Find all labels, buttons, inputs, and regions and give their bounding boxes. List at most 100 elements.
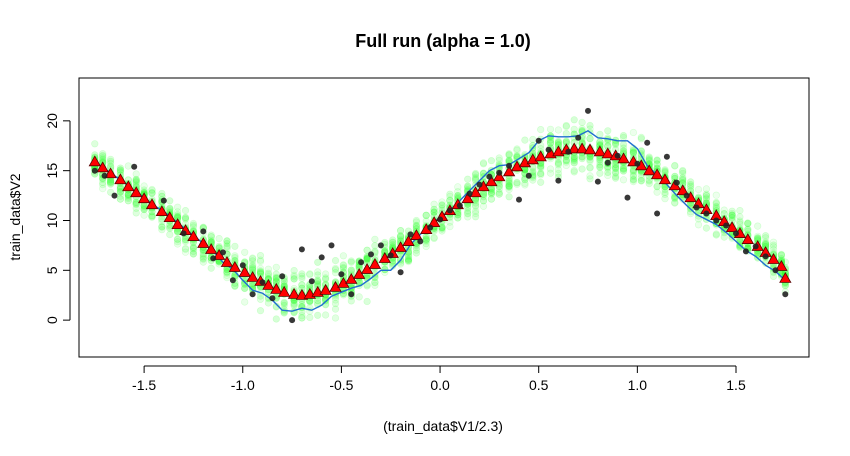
band-point — [223, 245, 231, 253]
band-point — [645, 156, 653, 164]
band-point — [116, 164, 124, 172]
chart-title: Full run (alpha = 1.0) — [355, 31, 531, 51]
band-point — [537, 171, 545, 179]
band-point — [744, 226, 752, 234]
data-point — [338, 271, 345, 278]
band-point — [505, 182, 513, 190]
band-point — [272, 274, 280, 283]
band-point — [339, 261, 348, 270]
band-point — [505, 182, 513, 190]
data-point — [427, 224, 434, 231]
red-triangle-layer — [88, 142, 792, 300]
band-point — [487, 189, 496, 198]
band-point — [298, 314, 306, 322]
band-point — [412, 222, 421, 230]
band-point — [686, 210, 695, 218]
band-point — [702, 194, 711, 202]
data-point — [407, 231, 414, 238]
band-point — [521, 179, 529, 187]
band-point — [661, 188, 669, 197]
band-point — [404, 257, 413, 265]
band-point — [637, 176, 645, 184]
data-point — [516, 196, 522, 203]
band-point — [537, 126, 545, 134]
band-point — [256, 256, 265, 264]
band-point — [99, 185, 107, 193]
band-point — [554, 160, 563, 168]
band-point — [487, 190, 496, 198]
band-point — [505, 179, 513, 187]
band-point — [464, 207, 472, 215]
band-point — [322, 274, 330, 282]
band-point — [438, 201, 446, 209]
band-point — [702, 224, 711, 232]
band-point — [513, 146, 521, 154]
band-point — [116, 166, 124, 174]
band-point — [629, 167, 638, 175]
band-point — [290, 267, 298, 275]
band-point — [619, 132, 628, 140]
x-tick-label: 0.0 — [430, 377, 450, 393]
band-point — [562, 156, 570, 164]
band-point — [363, 254, 371, 262]
band-point — [132, 200, 140, 208]
data-point — [456, 202, 463, 209]
band-point — [728, 213, 736, 221]
triangle-point — [642, 164, 656, 176]
band-point — [314, 268, 322, 276]
band-point — [280, 298, 288, 306]
band-point — [231, 282, 239, 290]
band-point — [189, 243, 197, 251]
band-point — [430, 234, 438, 242]
band-point — [472, 209, 480, 218]
data-point — [683, 192, 690, 199]
band-point — [629, 146, 638, 154]
band-point — [454, 188, 462, 196]
triangle-point — [617, 152, 630, 164]
band-point — [661, 190, 669, 198]
data-point — [713, 217, 720, 224]
band-point — [189, 247, 197, 255]
band-point — [611, 141, 620, 149]
band-point — [637, 177, 645, 185]
band-point — [148, 188, 156, 197]
band-point — [464, 210, 472, 218]
band-point — [629, 147, 638, 155]
band-point — [280, 299, 288, 307]
band-point — [596, 158, 604, 166]
band-point — [578, 118, 586, 126]
band-point — [487, 195, 496, 203]
band-point — [653, 188, 661, 196]
band-point — [422, 235, 430, 243]
band-point — [712, 231, 720, 239]
band-point — [472, 175, 480, 184]
band-point — [148, 186, 156, 194]
band-point — [223, 237, 231, 245]
band-point — [306, 271, 314, 279]
band-point — [148, 185, 156, 194]
band-point — [174, 235, 182, 243]
data-point — [259, 279, 266, 286]
band-point — [611, 174, 620, 182]
triangle-point — [593, 145, 607, 157]
band-point — [464, 184, 472, 192]
band-point — [537, 163, 545, 171]
band-point — [158, 223, 166, 231]
band-point — [199, 258, 207, 266]
band-point — [215, 235, 223, 243]
band-point — [174, 240, 182, 248]
band-point — [479, 160, 488, 168]
band-point — [661, 167, 669, 175]
band-point — [769, 241, 778, 249]
band-point — [314, 271, 322, 279]
band-point — [404, 253, 413, 261]
data-point — [437, 216, 444, 223]
band-point — [140, 206, 148, 214]
band-point — [174, 236, 182, 244]
data-point — [693, 204, 700, 211]
data-point — [723, 222, 730, 229]
band-point — [686, 178, 695, 186]
band-point — [241, 284, 249, 292]
band-point — [702, 190, 711, 198]
triangle-point — [493, 170, 506, 182]
